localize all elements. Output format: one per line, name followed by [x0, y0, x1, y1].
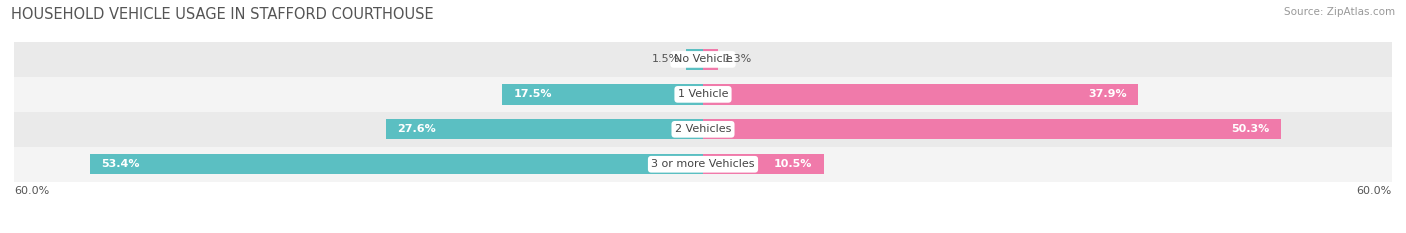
- Text: Source: ZipAtlas.com: Source: ZipAtlas.com: [1284, 7, 1395, 17]
- Bar: [502, 84, 703, 105]
- Text: No Vehicle: No Vehicle: [673, 55, 733, 64]
- Text: HOUSEHOLD VEHICLE USAGE IN STAFFORD COURTHOUSE: HOUSEHOLD VEHICLE USAGE IN STAFFORD COUR…: [11, 7, 434, 22]
- Bar: [387, 119, 703, 139]
- Text: 1.5%: 1.5%: [652, 55, 681, 64]
- Text: 60.0%: 60.0%: [14, 186, 49, 196]
- Bar: [14, 147, 1392, 182]
- Text: 53.4%: 53.4%: [101, 159, 139, 169]
- Text: 1.3%: 1.3%: [724, 55, 752, 64]
- Text: 2 Vehicles: 2 Vehicles: [675, 124, 731, 134]
- Text: 27.6%: 27.6%: [398, 124, 436, 134]
- Bar: [703, 84, 1139, 105]
- Text: 50.3%: 50.3%: [1230, 124, 1270, 134]
- Bar: [703, 49, 718, 69]
- Bar: [686, 49, 703, 69]
- Bar: [90, 154, 703, 174]
- Text: 10.5%: 10.5%: [773, 159, 813, 169]
- Text: 60.0%: 60.0%: [1357, 186, 1392, 196]
- Bar: [703, 119, 1281, 139]
- Bar: [14, 112, 1392, 147]
- Bar: [703, 154, 824, 174]
- Bar: [14, 42, 1392, 77]
- Text: 17.5%: 17.5%: [513, 89, 553, 99]
- Text: 1 Vehicle: 1 Vehicle: [678, 89, 728, 99]
- Bar: [14, 77, 1392, 112]
- Text: 37.9%: 37.9%: [1088, 89, 1126, 99]
- Text: 3 or more Vehicles: 3 or more Vehicles: [651, 159, 755, 169]
